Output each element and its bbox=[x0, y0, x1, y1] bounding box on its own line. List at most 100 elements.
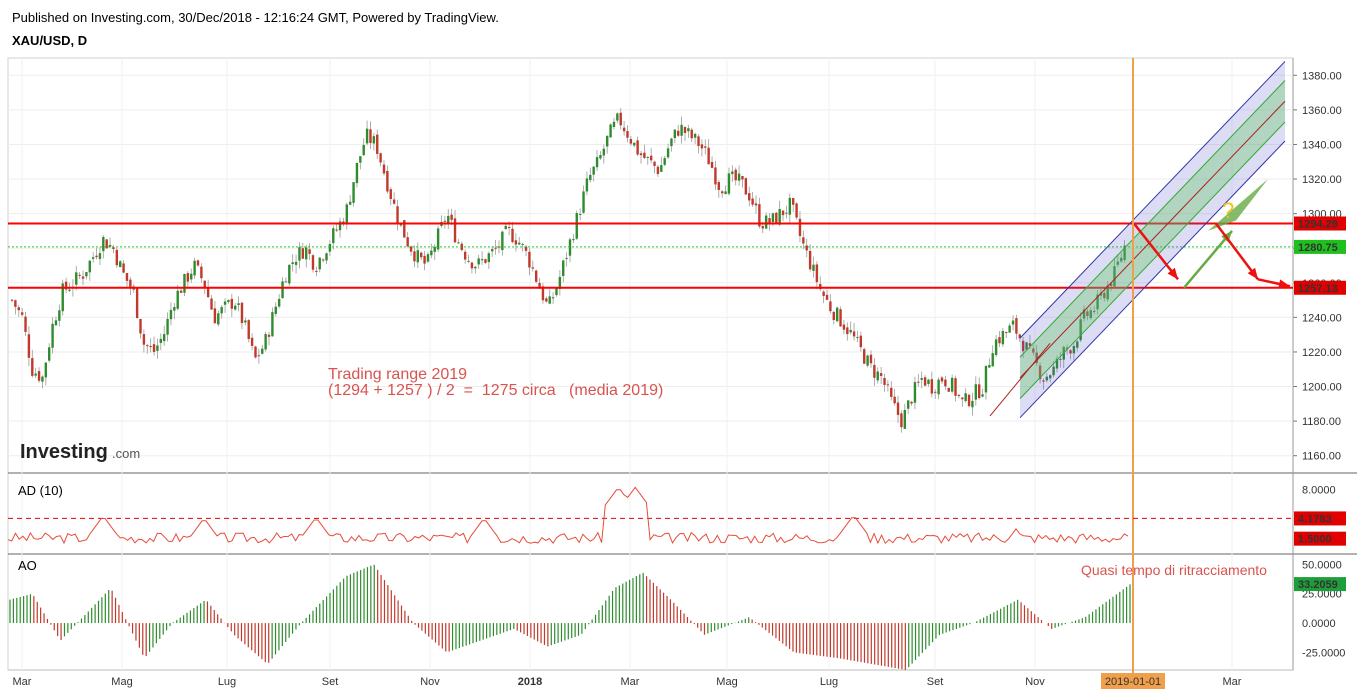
candle-body bbox=[247, 320, 250, 340]
candle-body bbox=[257, 355, 261, 357]
candle-body bbox=[477, 258, 480, 265]
candle-body bbox=[379, 153, 382, 163]
candle-body bbox=[95, 255, 98, 258]
candle-body bbox=[457, 242, 460, 244]
candle-body bbox=[568, 239, 572, 256]
candle-body bbox=[903, 409, 906, 429]
candle-body bbox=[335, 229, 338, 231]
channel-median bbox=[1019, 100, 1286, 379]
candle-body bbox=[528, 251, 531, 268]
ad-last-tag: 1.5000 bbox=[1298, 534, 1332, 546]
ao-indicator bbox=[9, 564, 1131, 670]
candles bbox=[10, 108, 1126, 433]
candle-body bbox=[917, 381, 920, 383]
candle-body bbox=[1086, 311, 1089, 317]
candle-body bbox=[389, 189, 392, 199]
candle-body bbox=[974, 384, 978, 400]
candle-body bbox=[332, 228, 335, 244]
x-tick-label: Set bbox=[927, 676, 944, 688]
candle-body bbox=[866, 355, 869, 366]
ad-y-tick-label: 8.0000 bbox=[1302, 485, 1336, 497]
candle-body bbox=[940, 377, 944, 382]
candle-body bbox=[10, 299, 14, 301]
down-arrow-2-head bbox=[1247, 267, 1258, 280]
candle-body bbox=[75, 272, 78, 285]
candle-body bbox=[213, 308, 217, 324]
candle-body bbox=[934, 391, 937, 393]
trend-extension bbox=[989, 342, 1051, 417]
candle-body bbox=[365, 128, 369, 144]
candle-body bbox=[1035, 352, 1038, 364]
candle-body bbox=[359, 156, 362, 163]
candle-body bbox=[338, 221, 342, 231]
x-tick-label: Mar bbox=[1223, 676, 1242, 688]
candle-body bbox=[859, 335, 863, 348]
candle-body bbox=[734, 169, 737, 181]
candle-body bbox=[693, 133, 697, 138]
candle-body bbox=[947, 387, 950, 392]
price-tag-lower-bg bbox=[1294, 280, 1346, 295]
candle-body bbox=[271, 312, 274, 337]
candle-body bbox=[825, 294, 829, 300]
x-tick-label: Nov bbox=[1025, 676, 1045, 688]
candle-body bbox=[666, 148, 670, 158]
candle-body bbox=[622, 127, 626, 132]
candle-body bbox=[677, 130, 680, 136]
price-tag-lower: 1257.13 bbox=[1298, 283, 1338, 295]
candle-body bbox=[879, 373, 883, 376]
candle-body bbox=[815, 264, 819, 283]
candle-body bbox=[64, 281, 68, 290]
candle-body bbox=[264, 333, 267, 350]
candle-body bbox=[1032, 348, 1035, 353]
candle-body bbox=[159, 338, 162, 343]
candle-body bbox=[169, 309, 173, 320]
x-tick-label: Mar bbox=[621, 676, 640, 688]
candle-body bbox=[301, 248, 305, 259]
candle-body bbox=[846, 327, 849, 335]
candle-body bbox=[17, 307, 20, 311]
candle-body bbox=[781, 210, 785, 216]
candle-body bbox=[741, 176, 744, 180]
candle-body bbox=[1042, 380, 1045, 382]
candle-body bbox=[355, 162, 359, 184]
candle-body bbox=[1120, 257, 1123, 262]
candle-body bbox=[20, 312, 24, 315]
candle-body bbox=[48, 347, 51, 361]
candle-body bbox=[1005, 332, 1008, 334]
candle-body bbox=[1015, 318, 1018, 334]
candle-body bbox=[311, 255, 315, 270]
price-tag-upper: 1294.29 bbox=[1298, 218, 1338, 230]
candle-body bbox=[318, 257, 321, 270]
candle-body bbox=[967, 394, 971, 407]
candle-body bbox=[1113, 266, 1116, 287]
candle-body bbox=[548, 296, 551, 304]
candle-body bbox=[186, 273, 190, 282]
candle-body bbox=[463, 251, 467, 260]
candle-body bbox=[179, 290, 183, 293]
candle-body bbox=[981, 394, 984, 397]
candle-body bbox=[923, 377, 927, 386]
candle-body bbox=[754, 203, 758, 206]
ao-y-tick-label: -25.0000 bbox=[1302, 647, 1345, 659]
candle-body bbox=[906, 400, 910, 409]
annotation-line1: Trading range 2019 bbox=[328, 366, 467, 383]
candle-body bbox=[125, 273, 129, 281]
candle-body bbox=[152, 344, 156, 352]
candle-body bbox=[680, 124, 683, 136]
candle-body bbox=[842, 324, 846, 330]
candle-body bbox=[504, 225, 507, 230]
candle-body bbox=[886, 384, 890, 386]
candle-body bbox=[690, 129, 693, 139]
candle-body bbox=[944, 379, 947, 387]
candle-body bbox=[129, 279, 132, 288]
candle-body bbox=[230, 298, 234, 309]
candle-body bbox=[193, 260, 196, 276]
candle-body bbox=[761, 226, 764, 229]
candle-body bbox=[27, 334, 31, 358]
candle-body bbox=[284, 281, 288, 283]
candle-body bbox=[1109, 283, 1113, 287]
candle-body bbox=[1018, 334, 1021, 339]
candle-body bbox=[142, 334, 146, 345]
y-tick-label: 1240.00 bbox=[1302, 312, 1342, 324]
